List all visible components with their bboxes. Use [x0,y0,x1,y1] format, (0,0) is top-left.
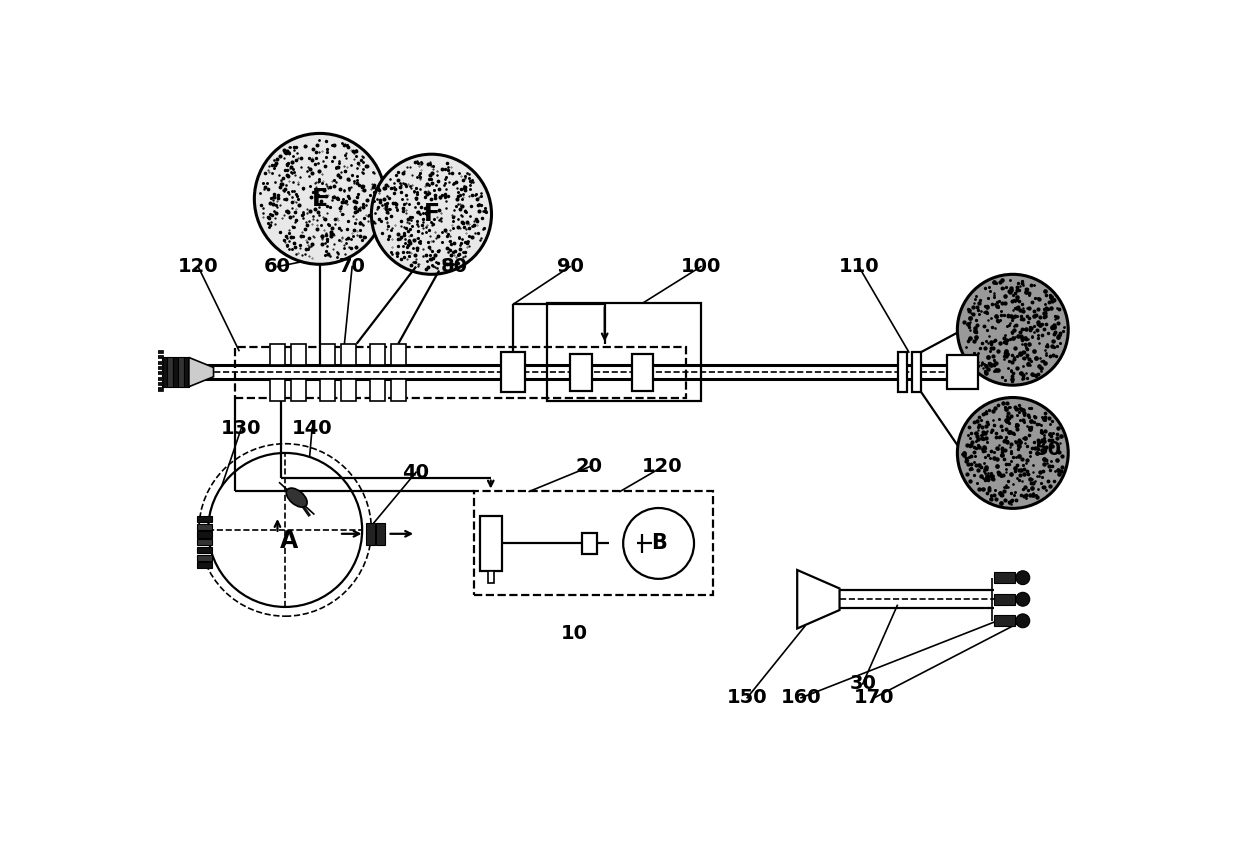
Circle shape [957,274,1068,386]
Text: 140: 140 [291,419,332,438]
Bar [487,571,494,583]
Bar [474,492,713,595]
Bar [184,357,188,386]
Bar [197,540,212,545]
Circle shape [624,508,694,579]
Text: 50: 50 [1034,439,1061,458]
Text: 120: 120 [642,457,683,476]
Text: 100: 100 [681,257,722,276]
Bar [236,346,686,398]
Bar [157,377,162,380]
Bar [391,379,405,401]
Bar [197,563,212,569]
Bar [179,357,184,386]
Bar [631,354,653,391]
Text: 110: 110 [838,257,879,276]
Bar [320,379,335,401]
Bar [197,524,212,530]
Ellipse shape [286,488,308,507]
Bar [197,547,212,553]
Text: 170: 170 [854,688,894,707]
Text: B: B [651,534,667,553]
Bar [947,355,978,389]
Bar [157,382,162,386]
Bar [197,516,212,522]
Text: 130: 130 [221,419,262,438]
Text: F: F [423,203,439,227]
Text: 30: 30 [849,675,877,693]
Bar [157,387,162,391]
Text: 80: 80 [441,257,467,276]
Bar [993,616,1016,626]
Bar [376,523,386,545]
Text: A: A [280,529,298,553]
Bar [366,523,376,545]
Bar [167,357,172,386]
Bar [341,344,356,365]
Text: 20: 20 [575,457,603,476]
Bar [197,532,212,538]
Bar [341,379,356,401]
Circle shape [1016,593,1029,606]
Circle shape [1016,571,1029,585]
Bar [370,379,386,401]
Text: 70: 70 [339,257,366,276]
Text: 60: 60 [264,257,291,276]
Text: 120: 120 [177,257,218,276]
Bar [370,344,386,365]
Bar [162,357,167,386]
Bar [582,533,596,554]
Circle shape [208,453,362,607]
Circle shape [957,398,1068,509]
Bar [320,344,335,365]
Bar [501,352,526,392]
Bar [993,594,1016,604]
Bar [157,371,162,374]
Circle shape [254,133,386,264]
Text: 160: 160 [781,688,821,707]
Bar [898,352,908,392]
Bar [547,303,701,401]
Bar [911,352,921,392]
Text: 150: 150 [727,688,768,707]
Circle shape [1016,614,1029,628]
Text: 10: 10 [560,624,588,644]
Bar [391,344,405,365]
Bar [157,361,162,363]
Bar [290,379,306,401]
Polygon shape [188,357,213,386]
Bar [157,366,162,369]
Circle shape [372,154,491,274]
Bar [270,344,285,365]
Bar [270,379,285,401]
Bar [172,357,179,386]
Bar [197,555,212,561]
Bar [290,344,306,365]
Text: 90: 90 [557,257,584,276]
Text: E: E [311,187,327,211]
Text: 40: 40 [403,463,429,481]
Bar [480,516,501,571]
Bar [157,350,162,353]
Bar [993,572,1016,583]
Bar [157,355,162,358]
Polygon shape [797,570,839,628]
Bar [570,354,591,391]
